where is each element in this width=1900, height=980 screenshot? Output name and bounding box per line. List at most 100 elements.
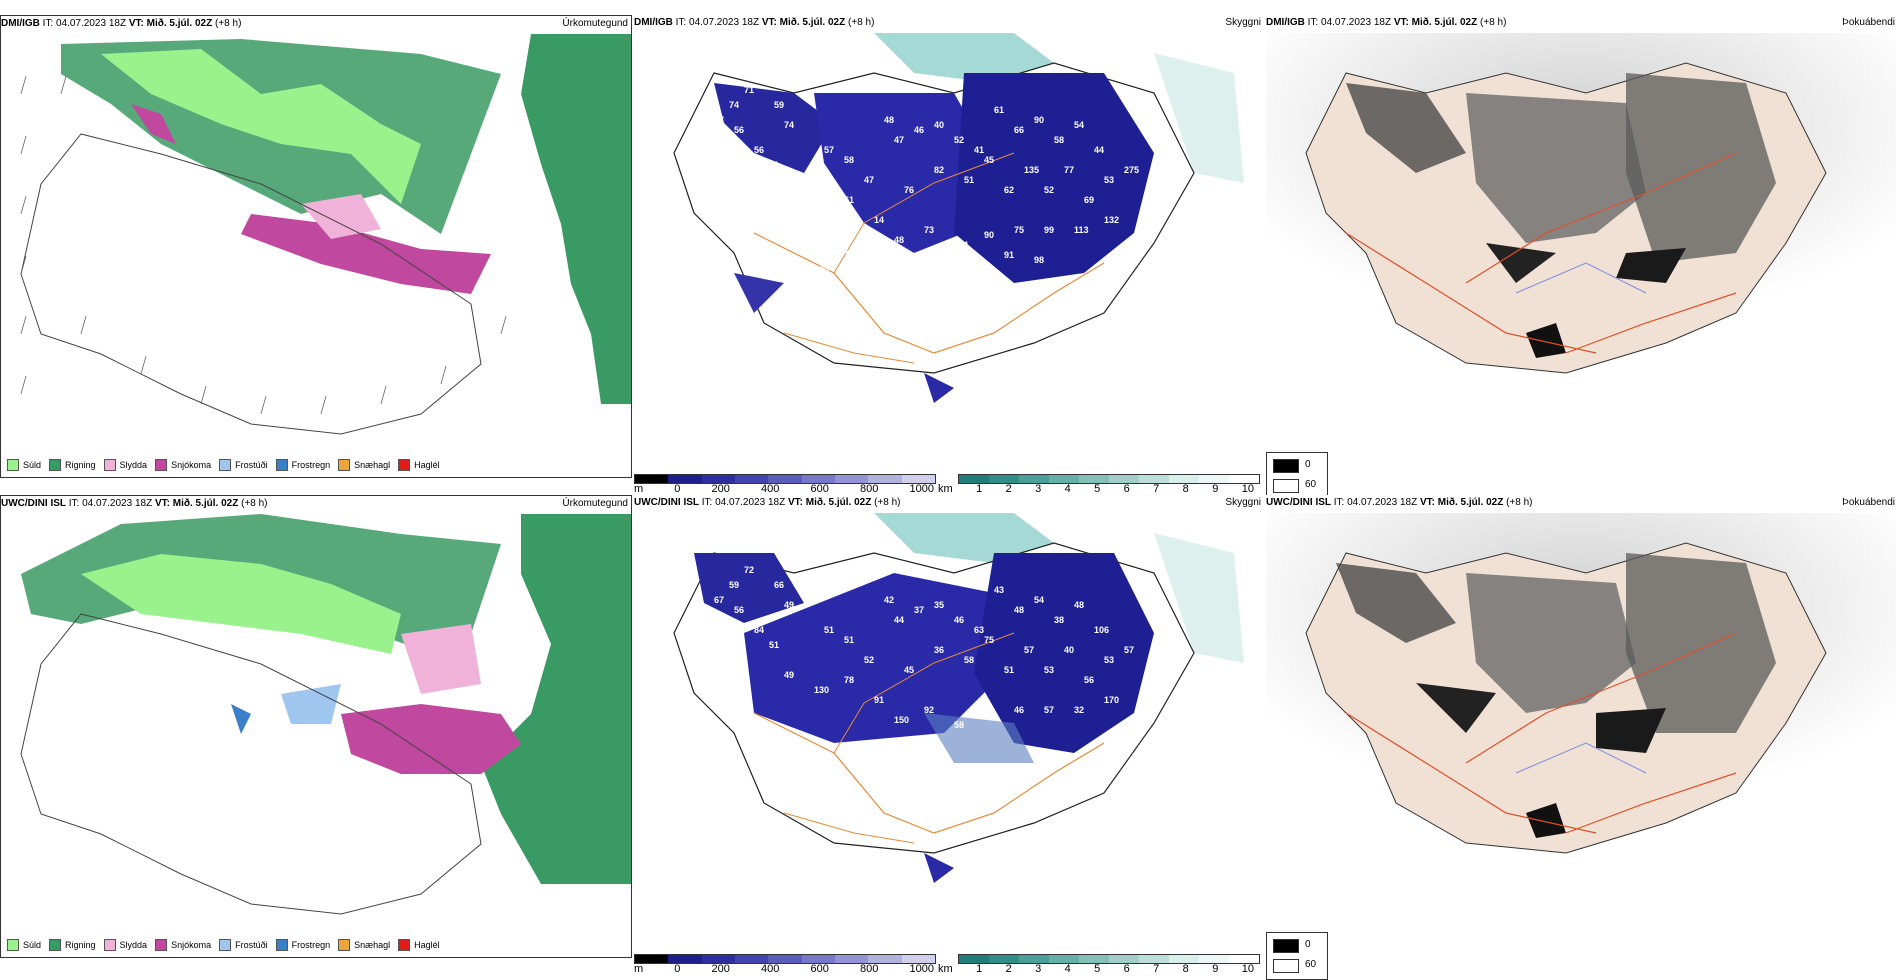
cloud-base-value: 57 — [1124, 645, 1134, 655]
cloud-base-value: 42 — [884, 595, 894, 605]
precip-legend: Súld Rigning Slydda Snjókoma Frostúði Fr… — [7, 939, 440, 951]
cloud-base-value: 275 — [1124, 165, 1139, 175]
legend-swatch — [155, 939, 168, 951]
tick-label: 1000 — [909, 483, 934, 495]
cloud-base-value: 132 — [1104, 215, 1119, 225]
cloud-base-value: 57 — [824, 145, 834, 155]
cloud-base-value: 51 — [844, 635, 854, 645]
legend-label: Slydda — [119, 940, 148, 950]
cloud-base-value: 46 — [1014, 705, 1024, 715]
legend-label: Rigning — [65, 460, 96, 470]
cloud-base-value: 106 — [1094, 625, 1109, 635]
cloud-base-value: 180 — [814, 265, 829, 275]
legend-swatch — [49, 459, 62, 471]
precip-map — [1, 34, 631, 444]
legend-swatch — [219, 939, 232, 951]
cloud-base-value: 53 — [1104, 655, 1114, 665]
parameter-name: Skyggni — [1225, 497, 1261, 508]
panel-header: UWC/DINI ISL IT: 04.07.2023 18Z VT: Mið.… — [634, 495, 1264, 511]
legend-label: Súld — [23, 460, 42, 470]
cloud-base-value: 66 — [774, 580, 784, 590]
unit-label: m — [634, 483, 644, 495]
valid-time: VT: Mið. 5.júl. 02Z — [761, 17, 846, 28]
tick-label: 8 — [1182, 963, 1189, 975]
cloud-base-value: 52 — [1044, 185, 1054, 195]
panel-header: DMI/IGB IT: 04.07.2023 18Z VT: Mið. 5.jú… — [634, 15, 1264, 31]
legend-item: Frostregn — [275, 459, 330, 471]
cloud-base-value: 53 — [1104, 175, 1114, 185]
cloud-base-value: 58 — [954, 720, 964, 730]
init-time: IT: 04.07.2023 18Z — [42, 18, 127, 29]
cloud-base-value: 51 — [844, 195, 854, 205]
cloud-base-value: 34 — [974, 265, 984, 275]
legend-swatch — [219, 459, 232, 471]
cloud-base-value: 49 — [784, 600, 794, 610]
cloud-base-value: 41 — [974, 145, 984, 155]
fog-key-swatch — [1273, 959, 1299, 973]
cloud-base-value: 45 — [934, 255, 944, 265]
cloud-base-value: 46 — [954, 615, 964, 625]
cloud-base-value: 37 — [914, 605, 924, 615]
lead-time: (+8 h) — [241, 498, 268, 509]
tick-label: 1 — [976, 483, 983, 495]
cloud-base-value: 91 — [1004, 250, 1014, 260]
legend-label: Snjókoma — [171, 940, 212, 950]
cloud-base-value: 90 — [1034, 115, 1044, 125]
cloud-base-value: 56 — [734, 125, 744, 135]
cloud-base-value: 185 — [734, 240, 749, 250]
cloud-base-value: 52 — [864, 655, 874, 665]
legend-swatch — [398, 459, 411, 471]
cloud-base-value: 59 — [774, 100, 784, 110]
cloud-base-value: 47 — [894, 135, 904, 145]
cloud-base-value: 48 — [884, 115, 894, 125]
legend-label: Rigning — [65, 940, 96, 950]
cloud-base-value: 77 — [1064, 165, 1074, 175]
parameter-name: Úrkomutegund — [562, 498, 628, 509]
cloud-base-value: 69 — [1084, 195, 1094, 205]
cloud-base-value: 44 — [1094, 145, 1104, 155]
tick-label: 10 — [1241, 963, 1254, 975]
cloud-base-value: 58 — [844, 155, 854, 165]
precip-type-panel-1: DMI/IGB IT: 04.07.2023 18Z VT: Mið. 5.jú… — [0, 15, 632, 478]
legend-label: Frostúði — [235, 460, 268, 470]
fog-index-panel-2: UWC/DINI ISL IT: 04.07.2023 18Z VT: Mið.… — [1266, 495, 1898, 980]
legend-item: Frostregn — [275, 939, 330, 951]
tick-label: 0 — [674, 483, 681, 495]
cloud-base-value: 98 — [1034, 255, 1044, 265]
cloud-base-value: 50 — [984, 710, 994, 720]
cloud-base-value: 91 — [874, 695, 884, 705]
fog-key-swatch — [1273, 459, 1299, 473]
lead-time: (+8 h) — [1480, 17, 1507, 28]
cloud-base-value: 103 — [764, 255, 779, 265]
legend-item: Súld — [7, 939, 41, 951]
lead-time: (+8 h) — [1506, 497, 1533, 508]
cloud-base-value: 66 — [1014, 125, 1024, 135]
tick-label: 9 — [1212, 963, 1219, 975]
tick-label: 5 — [1094, 483, 1101, 495]
tick-label: 800 — [860, 483, 879, 495]
cloud-base-value: 73 — [709, 620, 719, 630]
precip-type-panel-2: UWC/DINI ISL IT: 04.07.2023 18Z VT: Mið.… — [0, 495, 632, 958]
model-name: UWC/DINI ISL — [634, 497, 699, 508]
cloud-base-value: 113 — [1074, 225, 1089, 235]
cloud-base-value: 48 — [894, 235, 904, 245]
tick-label: 10 — [1241, 483, 1254, 495]
cloud-base-value: 76 — [894, 255, 904, 265]
visibility-scale-ticks: km 1 2 3 4 5 6 7 8 9 10 — [938, 963, 1254, 975]
model-name: DMI/IGB — [1, 18, 40, 29]
fog-map — [1266, 513, 1896, 854]
cloud-base-value: 74 — [729, 100, 739, 110]
cloud-base-value: 61 — [994, 105, 1004, 115]
cloud-base-value: 48 — [1014, 605, 1024, 615]
legend-item: Haglél — [398, 459, 440, 471]
parameter-name: Þokuábendi — [1842, 17, 1895, 28]
fog-key-label: 0 — [1305, 939, 1311, 950]
unit-label: km — [938, 483, 953, 495]
legend-label: Snæhagl — [354, 460, 391, 470]
cloud-base-value: 92 — [924, 705, 934, 715]
cloud-base-value: 71 — [874, 755, 884, 765]
cloud-base-value: 67 — [714, 115, 724, 125]
fog-key-swatch — [1273, 479, 1299, 493]
